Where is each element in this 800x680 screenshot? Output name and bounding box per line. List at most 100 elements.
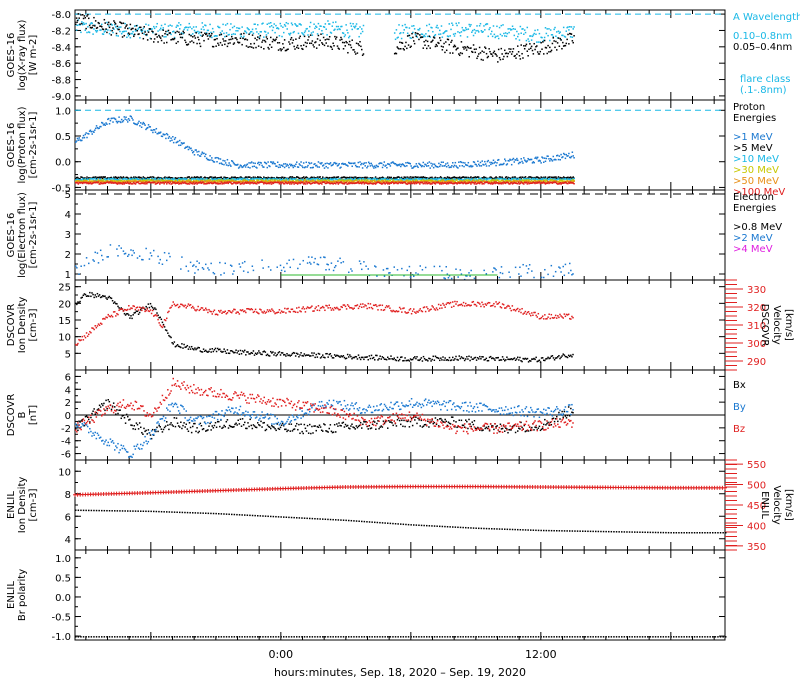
data-point: [167, 178, 170, 180]
data-point: [507, 182, 509, 184]
data-point: [328, 181, 331, 183]
data-point: [172, 177, 175, 180]
data-point: [519, 180, 522, 183]
data-point: [409, 176, 412, 178]
data-point: [245, 32, 248, 34]
data-point: [547, 176, 549, 179]
data-point: [540, 182, 542, 184]
data-point: [81, 176, 83, 178]
data-point: [328, 179, 330, 182]
data-point: [352, 182, 354, 184]
data-point: [133, 178, 135, 180]
data-point: [376, 178, 379, 181]
data-point: [93, 260, 95, 262]
data-point: [514, 176, 516, 178]
data-point: [485, 165, 488, 167]
data-point: [241, 177, 243, 180]
data-point: [306, 178, 308, 180]
data-point: [442, 179, 444, 181]
data-point: [341, 182, 344, 185]
data-point: [238, 263, 241, 265]
data-point: [122, 119, 125, 122]
data-point: [114, 21, 116, 24]
data-point: [530, 158, 532, 161]
data-point: [510, 48, 512, 50]
data-point: [97, 21, 100, 24]
data-point: [552, 155, 555, 158]
data-point: [313, 163, 315, 166]
data-point: [341, 32, 344, 34]
data-point: [524, 31, 527, 34]
data-point: [513, 55, 516, 58]
data-point: [162, 177, 165, 180]
data-point: [299, 180, 301, 182]
data-point: [156, 132, 158, 135]
data-point: [478, 182, 480, 184]
data-point: [142, 182, 145, 185]
data-point: [121, 183, 124, 185]
data-point: [351, 28, 353, 31]
data-point: [133, 178, 136, 181]
data-point: [497, 37, 500, 40]
data-point: [214, 35, 217, 37]
data-point: [114, 178, 116, 180]
data-point: [562, 34, 564, 37]
data-point: [192, 177, 195, 179]
data-point: [213, 273, 216, 275]
data-point: [517, 180, 520, 183]
data-point: [307, 39, 309, 41]
data-point: [360, 32, 362, 35]
data-point: [379, 176, 381, 179]
data-point: [146, 39, 149, 41]
data-point: [226, 177, 229, 180]
data-point: [231, 183, 234, 185]
data-point: [355, 177, 358, 180]
data-point: [445, 49, 448, 52]
data-point: [119, 30, 121, 33]
data-point: [190, 35, 192, 37]
data-point: [382, 180, 385, 182]
data-point: [308, 177, 310, 180]
data-point: [414, 179, 417, 182]
data-point: [356, 177, 359, 179]
data-point: [167, 180, 170, 182]
data-point: [428, 177, 431, 180]
data-point: [403, 274, 405, 277]
data-point: [419, 176, 421, 179]
data-point: [441, 49, 444, 51]
data-point: [230, 23, 232, 25]
data-point: [156, 182, 158, 185]
data-point: [528, 182, 530, 185]
data-point: [548, 180, 550, 183]
data-point: [285, 182, 288, 184]
data-point: [333, 176, 335, 178]
data-point: [164, 176, 166, 178]
data-point: [107, 256, 109, 258]
data-point: [445, 30, 448, 32]
data-point: [467, 181, 470, 183]
data-point: [392, 161, 394, 163]
data-point: [533, 161, 535, 164]
data-point: [468, 181, 470, 184]
data-point: [264, 31, 267, 33]
data-point: [452, 176, 454, 179]
data-point: [126, 119, 128, 121]
data-point: [543, 180, 545, 182]
data-point: [501, 53, 503, 55]
data-point: [154, 33, 157, 36]
data-point: [513, 176, 516, 178]
data-point: [175, 182, 178, 184]
data-point: [239, 176, 242, 178]
data-point: [309, 166, 312, 169]
data-point: [173, 37, 176, 40]
data-point: [307, 34, 309, 36]
data-point: [417, 178, 419, 180]
data-point: [233, 176, 236, 179]
data-point: [247, 271, 249, 274]
data-point: [381, 176, 384, 178]
y-axis-label: [W m-2]: [28, 35, 39, 76]
data-point: [201, 22, 204, 24]
data-point: [419, 180, 422, 183]
data-point: [479, 52, 482, 54]
data-point: [456, 177, 458, 180]
